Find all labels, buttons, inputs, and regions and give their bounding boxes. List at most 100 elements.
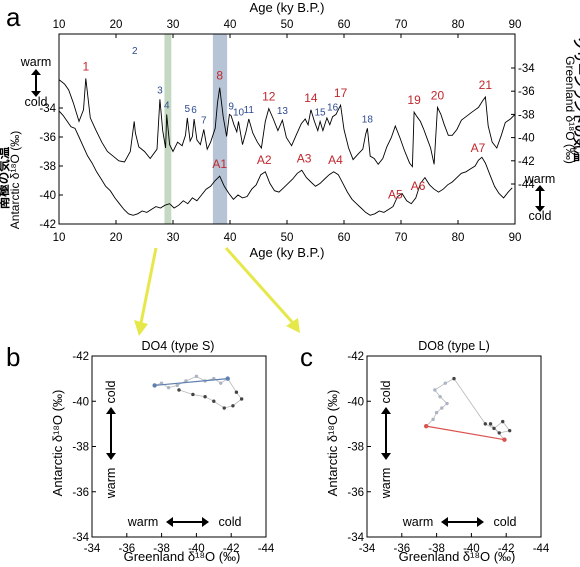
- antarctic-event-label: A3: [297, 151, 312, 165]
- c-horizontal-arrow: [441, 517, 484, 527]
- x-tick-label: -40: [463, 543, 480, 555]
- y-tick-label: -34: [347, 532, 364, 544]
- y-tick-label-right: -38: [518, 109, 535, 121]
- x-tick-label-bottom: 40: [224, 232, 237, 244]
- x-tick-label-top: 10: [53, 19, 66, 31]
- arrow-to-panel-b: [139, 247, 158, 324]
- do-event-label: 17: [334, 86, 348, 100]
- scatter-point: [497, 431, 501, 435]
- trajectory-path: [425, 378, 511, 440]
- scatter-point: [445, 401, 449, 406]
- x-tick-label-top: 70: [395, 19, 408, 31]
- y-tick-label: -42: [347, 351, 364, 363]
- x-tick-label: -36: [393, 543, 410, 555]
- x-tick-label: -34: [359, 543, 376, 555]
- b-vertical-arrow: [106, 407, 116, 460]
- do-event-label: 11: [244, 105, 255, 116]
- x-tick-label-bottom: 70: [395, 232, 408, 244]
- y-tick-label-left: -36: [39, 132, 56, 144]
- b-horizontal-arrow: [166, 517, 209, 527]
- scatter-point: [434, 410, 439, 415]
- do-event-label: 12: [262, 90, 276, 104]
- do-event-label: 16: [327, 103, 339, 114]
- do-event-label: 15: [314, 107, 326, 118]
- x-tick-label-bottom: 10: [53, 232, 66, 244]
- x-tick-label-bottom: 90: [509, 232, 522, 244]
- axis-ticks-a: 10 10 20 20 30 30 40 40 50 50 60 60 70 70 80 80 90 90 -34 -…: [39, 19, 535, 244]
- panel-letter-c: c: [300, 342, 313, 372]
- panel-c-title: DO8 (type L): [418, 339, 490, 353]
- do-event-label: 13: [277, 106, 289, 117]
- do-event-label: 19: [407, 93, 421, 107]
- c-cold-x: cold: [494, 515, 517, 529]
- jp-greenland-label: グリーンランドの気温: [572, 38, 580, 163]
- x-tick-label-top: 80: [452, 19, 465, 31]
- do-event-label: 6: [191, 105, 197, 116]
- y-tick-label: -40: [72, 396, 89, 408]
- warm-label-greenland: warm: [20, 55, 52, 69]
- antarctic-event-label: A6: [411, 179, 426, 193]
- do-event-label: 10: [233, 107, 245, 118]
- transition-start-point: [423, 423, 429, 429]
- x-tick-label-bottom: 50: [281, 232, 294, 244]
- do-event-label: 18: [362, 114, 374, 125]
- x-tick-label-top: 40: [224, 19, 237, 31]
- y-tick-label: -42: [72, 351, 89, 363]
- scatter-points-c: [423, 376, 512, 442]
- y-tick-label: -38: [347, 442, 364, 454]
- panel-b-title: DO4 (type S): [142, 339, 215, 353]
- arrow-to-panel-c: [224, 247, 295, 324]
- do-event-label: 21: [479, 78, 493, 92]
- scatter-point: [483, 422, 488, 426]
- y-tick-label-right: -34: [518, 63, 535, 75]
- x-tick-label-bottom: 60: [338, 232, 351, 244]
- scatter-point: [184, 379, 188, 383]
- warm-cold-arrow-left: [31, 69, 41, 97]
- x-tick-label: -38: [153, 543, 170, 555]
- y-tick-label: -36: [72, 487, 89, 499]
- y-tick-label-right: -42: [518, 156, 535, 168]
- do-event-label: 8: [216, 69, 223, 83]
- y-tick-label: -34: [72, 532, 89, 544]
- transition-end-point: [502, 437, 507, 442]
- scatter-point: [431, 417, 435, 422]
- scatter-point: [438, 395, 442, 399]
- y-axis-title-left: Antarctic δ¹⁸O (‰): [8, 131, 22, 229]
- x-tick-label-top: 30: [167, 19, 180, 31]
- do-event-label: 5: [184, 104, 190, 115]
- x-tick-label: -44: [533, 543, 550, 555]
- scatter-point: [191, 392, 195, 397]
- connector-arrows: [134, 247, 300, 336]
- scatter-point: [452, 376, 456, 381]
- x-tick-label: -38: [428, 543, 445, 555]
- scatter-point: [234, 390, 239, 394]
- a-event-labels: A1 A2 A3 A4 A5 A6 A7: [212, 141, 485, 201]
- transition-start-point: [152, 383, 157, 388]
- y-tick-label: -38: [72, 442, 89, 454]
- series-antarctic-line: [58, 110, 513, 216]
- y-axis-title-c: Antarctic δ¹⁸O (‰): [325, 390, 340, 497]
- do-event-label: 3: [157, 85, 163, 96]
- x-tick-label: -40: [188, 543, 205, 555]
- cold-label-greenland: cold: [25, 95, 48, 109]
- y-tick-label-right: -40: [518, 133, 535, 145]
- plot-frame-c: [366, 355, 542, 538]
- scatter-point: [166, 385, 171, 390]
- warm-cold-arrow-right: [535, 185, 545, 212]
- antarctic-event-label: A7: [471, 141, 486, 155]
- jp-antarctic-label: 南極の気温: [0, 146, 11, 209]
- scatter-point: [177, 388, 181, 392]
- scatter-point: [159, 381, 164, 385]
- b-cold-y: cold: [104, 380, 118, 403]
- do-event-label: 2: [132, 46, 138, 57]
- x-tick-label-top: 50: [281, 19, 294, 31]
- transition-line: [426, 425, 505, 441]
- scatter-point: [175, 383, 179, 388]
- x-tick-label-bottom: 80: [452, 232, 465, 244]
- warm-label-antarctic: warm: [524, 172, 556, 186]
- do-event-label: 14: [304, 91, 318, 105]
- do-event-label: 7: [201, 115, 207, 126]
- y-tick-label-right: -44: [518, 179, 535, 191]
